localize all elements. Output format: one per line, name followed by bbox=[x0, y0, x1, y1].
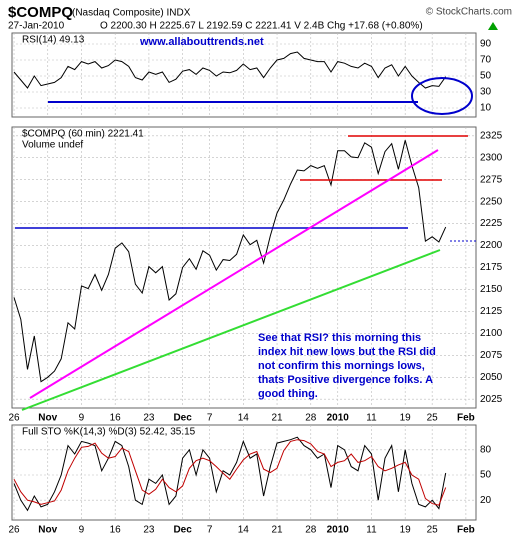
x-tick-label: 14 bbox=[238, 525, 250, 536]
series-line bbox=[13, 140, 447, 383]
y-tick-label: 30 bbox=[480, 87, 492, 98]
y-tick-label: 10 bbox=[480, 103, 492, 114]
y-tick-label: 2175 bbox=[480, 262, 503, 273]
rsi-circle bbox=[411, 77, 473, 115]
volume-label: Volume undef bbox=[22, 140, 83, 151]
price-label: $COMPQ (60 min) 2221.41 bbox=[22, 129, 144, 140]
symbol: $COMPQ bbox=[8, 4, 73, 21]
x-tick-label: Nov bbox=[38, 525, 57, 536]
y-tick-label: 50 bbox=[480, 470, 492, 481]
x-tick-label: 23 bbox=[143, 525, 155, 536]
date: 27-Jan-2010 bbox=[8, 21, 65, 32]
annotation-line: good thing. bbox=[258, 388, 318, 400]
x-tick-label: Dec bbox=[173, 413, 192, 424]
y-tick-label: 2075 bbox=[480, 350, 503, 361]
sto-frame bbox=[11, 424, 477, 521]
x-tick-label: Nov bbox=[38, 413, 57, 424]
trend-line bbox=[21, 249, 441, 411]
x-tick-label: 11 bbox=[366, 413, 377, 424]
x-tick-label: 9 bbox=[79, 525, 85, 536]
x-tick-label: 16 bbox=[110, 525, 122, 536]
x-tick-label: 25 bbox=[427, 413, 439, 424]
x-tick-label: 11 bbox=[366, 525, 377, 536]
series-line bbox=[13, 439, 447, 506]
x-tick-label: 28 bbox=[305, 525, 317, 536]
y-tick-label: 2125 bbox=[480, 306, 503, 317]
rsi-frame bbox=[11, 32, 477, 118]
x-tick-label: 23 bbox=[143, 413, 155, 424]
x-tick-label: 28 bbox=[305, 413, 317, 424]
y-tick-label: 80 bbox=[480, 444, 492, 455]
x-tick-label: 2010 bbox=[327, 413, 350, 424]
x-tick-label: 9 bbox=[79, 413, 85, 424]
x-tick-label: 21 bbox=[271, 525, 283, 536]
series-line bbox=[13, 51, 447, 89]
series-line bbox=[13, 436, 447, 512]
x-tick-label: Feb bbox=[457, 413, 475, 424]
y-tick-label: 2150 bbox=[480, 284, 503, 295]
x-tick-label: 14 bbox=[238, 413, 250, 424]
trend-line bbox=[29, 149, 439, 399]
y-tick-label: 2275 bbox=[480, 174, 503, 185]
y-tick-label: 2025 bbox=[480, 394, 503, 405]
y-tick-label: 2325 bbox=[480, 130, 503, 141]
y-tick-label: 90 bbox=[480, 39, 492, 50]
rsi-label: RSI(14) 49.13 bbox=[22, 35, 85, 46]
y-tick-label: 2250 bbox=[480, 196, 503, 207]
x-tick-label: 19 bbox=[400, 525, 412, 536]
x-tick-label: 7 bbox=[207, 413, 213, 424]
annotation-line: not confirm this mornings lows, bbox=[258, 360, 425, 372]
x-tick-label: 19 bbox=[400, 413, 412, 424]
up-arrow bbox=[488, 22, 498, 30]
annotation-line: index hit new lows but the RSI did bbox=[258, 346, 436, 358]
y-tick-label: 2050 bbox=[480, 372, 503, 383]
y-tick-label: 2200 bbox=[480, 240, 503, 251]
x-tick-label: 16 bbox=[110, 413, 122, 424]
annotation-line: thats Positive divergence folks. A bbox=[258, 374, 433, 386]
copyright: © StockCharts.com bbox=[426, 7, 512, 18]
x-tick-label: Feb bbox=[457, 525, 475, 536]
x-tick-label: 7 bbox=[207, 525, 213, 536]
x-tick-label: 21 bbox=[271, 413, 283, 424]
x-tick-label: Dec bbox=[173, 525, 192, 536]
url: www.allabouttrends.net bbox=[139, 36, 264, 48]
x-tick-label: 26 bbox=[8, 413, 20, 424]
x-tick-label: 26 bbox=[8, 525, 20, 536]
annotation-line: See that RSI? this morning this bbox=[258, 332, 421, 344]
x-tick-label: 25 bbox=[427, 525, 439, 536]
y-tick-label: 70 bbox=[480, 55, 492, 66]
y-tick-label: 2225 bbox=[480, 218, 503, 229]
x-tick-label: 2010 bbox=[327, 525, 350, 536]
symbol-name: (Nasdaq Composite) INDX bbox=[72, 8, 191, 19]
quote: O 2200.30 H 2225.67 L 2192.59 C 2221.41 … bbox=[100, 21, 423, 32]
y-tick-label: 20 bbox=[480, 495, 492, 506]
y-tick-label: 2100 bbox=[480, 328, 503, 339]
y-tick-label: 50 bbox=[480, 71, 492, 82]
sto-label: Full STO %K(14,3) %D(3) 52.42, 35.15 bbox=[22, 427, 196, 438]
y-tick-label: 2300 bbox=[480, 152, 503, 163]
